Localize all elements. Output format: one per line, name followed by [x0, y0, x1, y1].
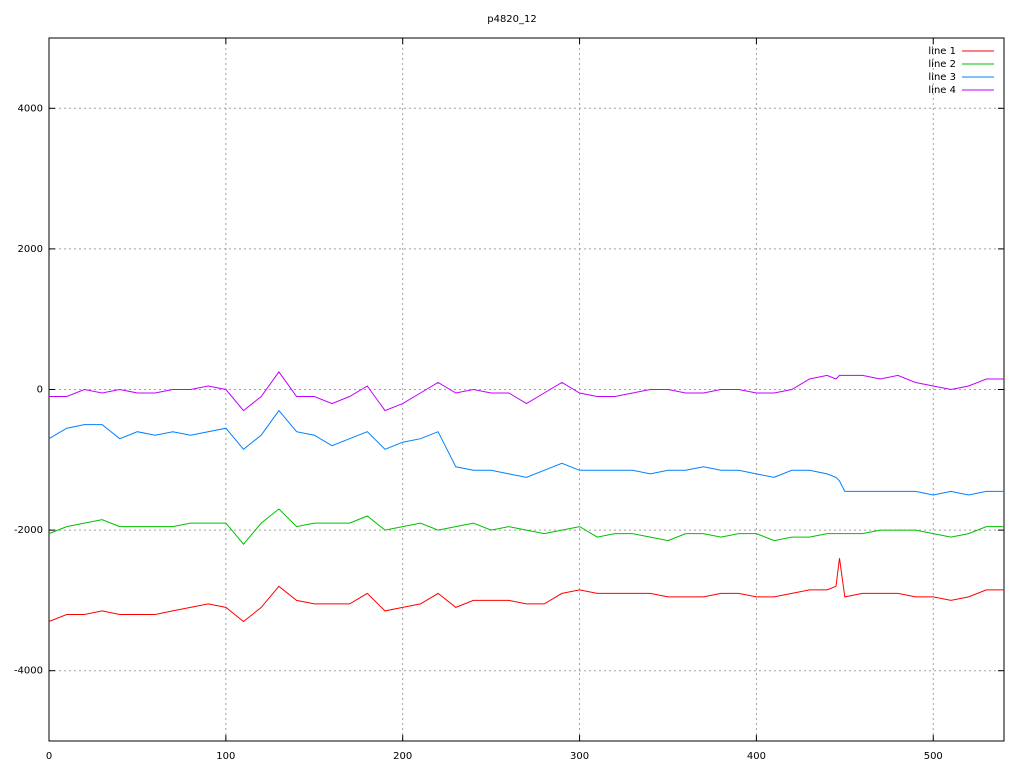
series-line [48, 508, 1004, 545]
y-tick-label: 4000 [18, 103, 43, 114]
series-line [49, 371, 1004, 412]
legend-label: line 1 [928, 46, 956, 57]
series-line [48, 558, 1004, 623]
legend-label: line 2 [928, 59, 956, 70]
plot-frame [48, 37, 1005, 742]
y-tick-label: 2000 [18, 244, 43, 255]
x-tick-label: 400 [747, 751, 766, 762]
legend-label: line 4 [928, 85, 956, 96]
x-tick-label: 0 [46, 751, 52, 762]
legend-label: line 3 [928, 72, 956, 83]
y-tick-label: -2000 [14, 525, 43, 536]
series-line [48, 409, 1004, 496]
chart-title: p4820_12 [487, 14, 537, 25]
x-tick-label: 200 [393, 751, 412, 762]
y-tick-label: -4000 [14, 666, 43, 677]
x-tick-label: 300 [570, 751, 589, 762]
y-tick-label: 0 [37, 385, 43, 396]
x-tick-label: 100 [216, 751, 235, 762]
x-tick-label: 500 [924, 751, 943, 762]
